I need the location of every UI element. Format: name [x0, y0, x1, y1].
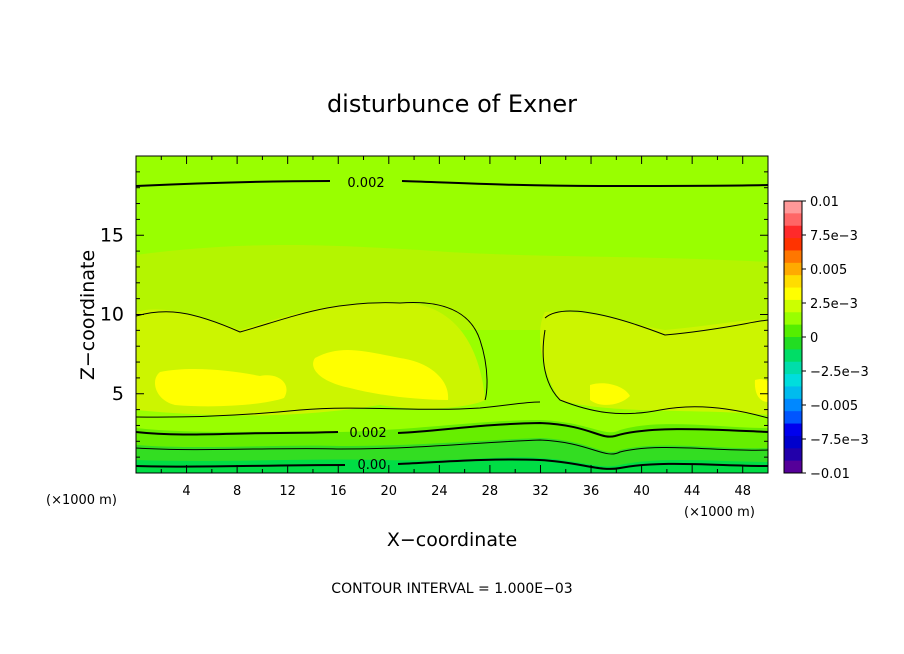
colorbar-swatch — [784, 411, 802, 425]
colorbar-swatch — [784, 225, 802, 239]
chart-title: disturbunce of Exner — [327, 90, 577, 118]
colorbar-label: −0.005 — [810, 399, 858, 414]
colorbar-swatch — [784, 287, 802, 301]
x-tick-label: 32 — [532, 484, 549, 499]
colorbar-swatch — [784, 460, 802, 474]
colorbar-label: 2.5e−3 — [810, 297, 858, 312]
colorbar-label: −2.5e−3 — [810, 365, 869, 380]
x-tick-label: 24 — [431, 484, 448, 499]
contour-label-group: 0.002 0.002 0.00 — [347, 176, 386, 473]
contour-fill — [136, 156, 768, 473]
x-axis-ticks: 4 8 12 16 20 24 28 32 36 40 44 48 — [160, 156, 751, 499]
colorbar-swatch — [784, 435, 802, 449]
colorbar-label: 0.005 — [810, 263, 847, 278]
x-tick-label: 48 — [734, 484, 751, 499]
colorbar-swatch — [784, 275, 802, 289]
colorbar-swatch — [784, 262, 802, 276]
colorbar-label: 7.5e−3 — [810, 229, 858, 244]
colorbar-swatch — [784, 448, 802, 462]
contour-interval-text: CONTOUR INTERVAL = 1.000E−03 — [331, 581, 572, 597]
x-tick-label: 16 — [330, 484, 347, 499]
colorbar-swatch — [784, 250, 802, 264]
y-axis-label: Z−coordinate — [77, 250, 99, 380]
colorbar-label: 0.01 — [810, 195, 839, 210]
contour-label: 0.002 — [347, 176, 384, 191]
colorbar-labels: 0.01 7.5e−3 0.005 2.5e−3 0 −2.5e−3 −0.005 −7.5e… — [802, 195, 869, 482]
x-tick-label: 12 — [279, 484, 296, 499]
colorbar-swatch — [784, 201, 802, 214]
colorbar-label: −0.01 — [810, 467, 850, 482]
x-tick-label: 28 — [482, 484, 499, 499]
colorbar-swatch — [784, 213, 802, 227]
x-tick-label: 8 — [233, 484, 241, 499]
colorbar-swatch — [784, 361, 802, 375]
contour-label: 0.00 — [358, 458, 387, 473]
colorbar-swatch — [784, 386, 802, 400]
y-tick-label: 5 — [112, 383, 124, 405]
colorbar — [783, 200, 803, 474]
y-axis-ticks: 5 10 15 — [100, 171, 768, 458]
x-axis-label: X−coordinate — [387, 529, 517, 551]
colorbar-swatch — [784, 423, 802, 437]
x-axis-unit: (×1000 m) — [684, 505, 755, 520]
x-tick-label: 36 — [583, 484, 600, 499]
x-tick-label: 20 — [381, 484, 398, 499]
colorbar-swatch — [784, 299, 802, 313]
x-tick-label: 44 — [684, 484, 701, 499]
x-tick-label: 4 — [182, 484, 190, 499]
x-tick-label: 40 — [633, 484, 650, 499]
z-axis-unit: (×1000 m) — [46, 493, 117, 508]
colorbar-label: −7.5e−3 — [810, 433, 869, 448]
colorbar-swatch — [784, 324, 802, 338]
colorbar-swatch — [784, 312, 802, 326]
y-tick-label: 10 — [100, 304, 124, 326]
colorbar-swatch — [784, 349, 802, 363]
colorbar-swatch — [784, 398, 802, 412]
contour-label: 0.002 — [349, 426, 386, 441]
y-tick-label: 15 — [100, 224, 124, 246]
colorbar-label: 0 — [810, 331, 818, 346]
colorbar-swatch — [784, 238, 802, 251]
colorbar-swatch — [784, 337, 802, 350]
colorbar-swatch — [784, 374, 802, 387]
